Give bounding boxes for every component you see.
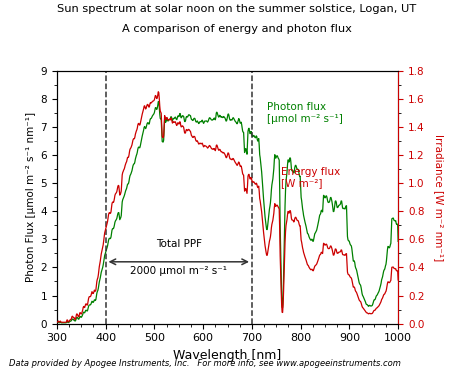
- Y-axis label: Photon Flux [μmol m⁻² s⁻¹ nm⁻¹]: Photon Flux [μmol m⁻² s⁻¹ nm⁻¹]: [27, 112, 36, 282]
- Y-axis label: Irradiance [W m⁻² nm⁻¹]: Irradiance [W m⁻² nm⁻¹]: [434, 134, 444, 261]
- Text: Energy flux
[W m⁻²]: Energy flux [W m⁻²]: [281, 167, 340, 188]
- Text: Photon flux
[μmol m⁻² s⁻¹]: Photon flux [μmol m⁻² s⁻¹]: [266, 102, 342, 124]
- X-axis label: Wavelength [nm]: Wavelength [nm]: [173, 349, 282, 362]
- Text: 2000 μmol m⁻² s⁻¹: 2000 μmol m⁻² s⁻¹: [130, 266, 227, 276]
- Text: Data provided by Apogee Instruments, Inc.   For more info, see www.apogeeinstrum: Data provided by Apogee Instruments, Inc…: [9, 359, 401, 368]
- Text: Sun spectrum at solar noon on the summer solstice, Logan, UT: Sun spectrum at solar noon on the summer…: [57, 4, 417, 14]
- Text: Total PPF: Total PPF: [156, 239, 202, 249]
- Text: A comparison of energy and photon flux: A comparison of energy and photon flux: [122, 24, 352, 34]
